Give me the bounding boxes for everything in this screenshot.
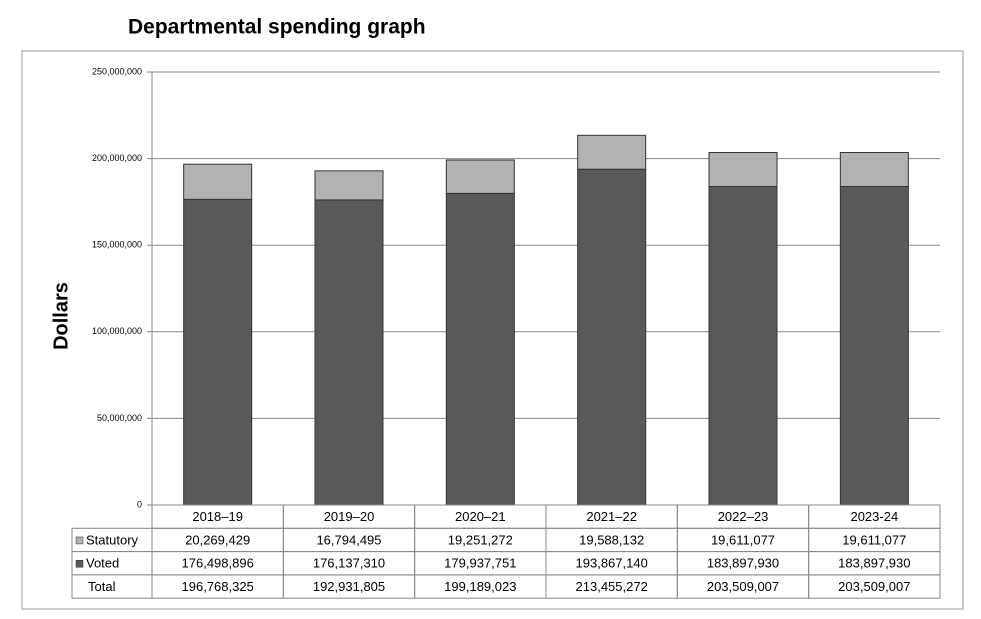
table-value: 20,269,429 — [185, 532, 250, 547]
y-axis-title: Dollars — [50, 282, 72, 350]
bar-segment — [314, 199, 384, 506]
x-tick-label: 2020–21 — [455, 509, 506, 524]
y-tick-label: 200,000,000 — [92, 153, 142, 163]
bar-segment — [183, 163, 253, 200]
x-tick-label: 2019–20 — [324, 509, 375, 524]
table-value: 19,611,077 — [842, 532, 906, 547]
table-value: 213,455,272 — [576, 579, 648, 594]
table-value: 176,137,310 — [313, 556, 385, 571]
bar-segment — [445, 192, 515, 506]
bar-segment — [445, 159, 515, 194]
table-value: 16,794,495 — [316, 532, 381, 547]
legend-label: Statutory — [86, 532, 139, 547]
table-value: 183,897,930 — [838, 556, 910, 571]
table-value: 203,509,007 — [838, 579, 910, 594]
bar-segment — [708, 152, 778, 187]
bar-segment — [577, 168, 647, 506]
y-tick-label: 100,000,000 — [92, 326, 142, 336]
table-value: 183,897,930 — [707, 556, 779, 571]
legend-label: Voted — [86, 556, 119, 571]
bar-segment — [839, 185, 909, 506]
y-tick-label: 250,000,000 — [92, 66, 142, 76]
legend-key — [75, 536, 84, 545]
bar-segment — [839, 152, 909, 187]
bar-segment — [577, 134, 647, 170]
x-tick-label: 2018–19 — [192, 509, 243, 524]
x-tick-label: 2023-24 — [850, 509, 898, 524]
y-tick-label: 0 — [137, 499, 142, 509]
chart-title: Departmental spending graph — [128, 16, 426, 39]
table-cell — [808, 574, 941, 599]
table-value: 176,498,896 — [182, 556, 254, 571]
table-value: 19,611,077 — [711, 532, 775, 547]
table-value: 179,937,751 — [444, 556, 516, 571]
legend-key — [75, 560, 84, 568]
y-tick-label: 150,000,000 — [92, 240, 142, 250]
x-tick-label: 2022–23 — [718, 509, 769, 524]
table-value: 193,867,140 — [576, 556, 648, 571]
table-value: 199,189,023 — [444, 579, 516, 594]
table-value: 19,251,272 — [448, 532, 513, 547]
table-value: 203,509,007 — [707, 579, 779, 594]
table-value: 192,931,805 — [313, 579, 385, 594]
x-tick-label: 2021–22 — [586, 509, 637, 524]
bar-segment — [183, 198, 253, 506]
bar-segment — [708, 185, 778, 506]
table-value: 19,588,132 — [579, 532, 644, 547]
bar-segment — [314, 170, 384, 201]
y-tick-label: 50,000,000 — [97, 413, 142, 423]
table-value: 196,768,325 — [182, 579, 254, 594]
table-row-label: Total — [88, 579, 116, 594]
